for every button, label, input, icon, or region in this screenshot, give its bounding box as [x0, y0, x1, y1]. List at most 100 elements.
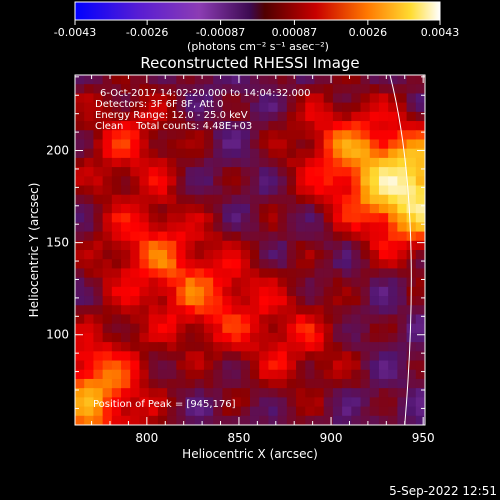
heatmap-cell — [277, 342, 288, 352]
heatmap-cell — [286, 194, 297, 205]
heatmap-cell — [388, 222, 398, 233]
heatmap-cell — [102, 305, 113, 316]
heatmap-cell — [397, 176, 408, 187]
heatmap-cell — [250, 277, 260, 288]
heatmap-cell — [157, 121, 168, 131]
heatmap-cell — [360, 130, 371, 141]
heatmap-cell — [286, 388, 297, 398]
heatmap-cell — [148, 121, 159, 131]
heatmap-cell — [323, 305, 334, 316]
heatmap-cell — [259, 157, 270, 168]
heatmap-cell — [406, 406, 417, 417]
heatmap-cell — [296, 305, 306, 316]
heatmap-cell — [102, 415, 113, 425]
heatmap-cell — [369, 102, 380, 113]
heatmap-cell — [314, 148, 325, 159]
heatmap-cell — [323, 240, 334, 251]
heatmap-cell — [176, 121, 187, 131]
heatmap-cell — [194, 231, 205, 242]
heatmap-cell — [148, 286, 159, 297]
heatmap-cell — [130, 305, 141, 316]
heatmap-cell — [286, 286, 297, 297]
heatmap-cell — [342, 93, 352, 104]
heatmap-cell — [203, 157, 214, 168]
heatmap-cell — [323, 314, 334, 325]
heatmap-cell — [378, 360, 389, 371]
heatmap-cell — [314, 305, 325, 316]
heatmap-cell — [121, 157, 131, 168]
y-axis-label: Heliocentric Y (arcsec) — [27, 183, 41, 318]
heatmap-cell — [213, 130, 223, 141]
heatmap-cell — [314, 157, 325, 168]
heatmap-cell — [342, 194, 352, 205]
heatmap-cell — [286, 75, 297, 85]
heatmap-cell — [415, 167, 425, 177]
heatmap-cell — [268, 148, 279, 159]
heatmap-cell — [323, 250, 334, 260]
y-tick-label: 100 — [46, 328, 69, 342]
heatmap-cell — [360, 240, 371, 251]
heatmap-cell — [314, 185, 325, 196]
heatmap-cell — [305, 185, 316, 196]
heatmap-cell — [369, 305, 380, 316]
heatmap-cell — [388, 93, 398, 104]
heatmap-cell — [360, 213, 371, 223]
heatmap-cell — [259, 360, 270, 371]
heatmap-cell — [84, 111, 95, 122]
heatmap-cell — [277, 93, 288, 104]
heatmap-cell — [121, 332, 131, 343]
heatmap-cell — [213, 268, 223, 279]
heatmap-cell — [240, 84, 251, 95]
heatmap-cell — [305, 277, 316, 288]
heatmap-cell — [75, 75, 85, 85]
heatmap-cell — [102, 351, 113, 362]
heatmap-cell — [176, 157, 187, 168]
heatmap-cell — [167, 259, 177, 270]
heatmap-cell — [277, 351, 288, 362]
heatmap-cell — [75, 121, 85, 131]
heatmap-cell — [84, 93, 95, 104]
heatmap-cell — [314, 268, 325, 279]
heatmap-cell — [332, 75, 343, 85]
heatmap-cell — [222, 250, 233, 260]
heatmap-cell — [102, 121, 113, 131]
heatmap-cell — [222, 314, 233, 325]
heatmap-cell — [102, 102, 113, 113]
heatmap-cell — [360, 305, 371, 316]
heatmap-cell — [259, 139, 270, 150]
heatmap-cell — [296, 84, 306, 95]
heatmap-cell — [415, 314, 425, 325]
heatmap-cell — [342, 323, 352, 334]
heatmap-cell — [332, 415, 343, 425]
heatmap-cell — [75, 222, 85, 233]
heatmap-cell — [157, 148, 168, 159]
heatmap-cell — [222, 84, 233, 95]
heatmap-cell — [75, 296, 85, 306]
heatmap-cell — [231, 397, 242, 408]
heatmap-cell — [323, 296, 334, 306]
heatmap-cell — [130, 397, 141, 408]
x-tick-label: 800 — [135, 431, 158, 445]
heatmap-cell — [176, 369, 187, 380]
heatmap-cell — [176, 93, 187, 104]
heatmap-cell — [148, 167, 159, 177]
heatmap-cell — [286, 314, 297, 325]
heatmap-cell — [250, 268, 260, 279]
heatmap-cell — [240, 397, 251, 408]
heatmap-cell — [286, 203, 297, 214]
heatmap-cell — [351, 213, 362, 223]
heatmap-cell — [176, 268, 187, 279]
heatmap-cell — [111, 342, 122, 352]
heatmap-cell — [259, 167, 270, 177]
heatmap-cell — [157, 351, 168, 362]
footer-timestamp: 5-Sep-2022 12:51 — [389, 484, 497, 498]
heatmap-cell — [194, 102, 205, 113]
heatmap-cell — [121, 250, 131, 260]
heatmap-cell — [268, 102, 279, 113]
heatmap-cell — [167, 102, 177, 113]
heatmap-cell — [176, 213, 187, 223]
info-time-range: 6-Oct-2017 14:02:20.000 to 14:04:32.000 — [100, 88, 311, 99]
heatmap-cell — [268, 75, 279, 85]
heatmap-cell — [277, 305, 288, 316]
heatmap-cell — [130, 84, 141, 95]
